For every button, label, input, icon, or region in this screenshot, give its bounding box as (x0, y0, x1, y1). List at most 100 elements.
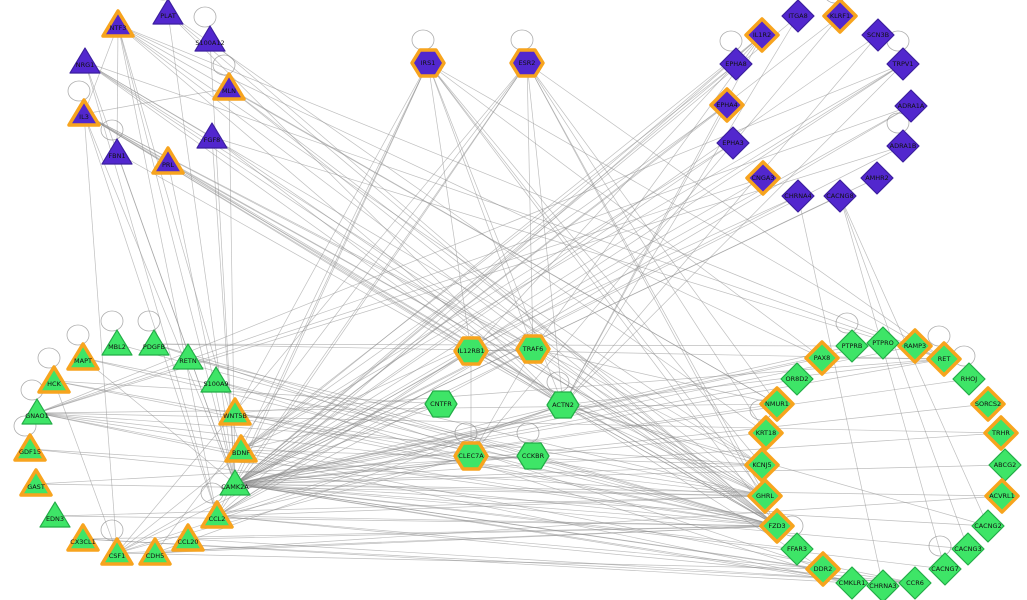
node-PTPRB[interactable] (835, 329, 869, 363)
self-loop-RET[interactable] (927, 325, 951, 347)
node-BDNF[interactable] (224, 434, 258, 463)
node-DDR2[interactable] (805, 551, 841, 587)
edge-CX3CL1-FZD3[interactable] (82, 525, 778, 540)
edge-MLN-FZD3[interactable] (228, 87, 778, 527)
edge-PRL-ACTN2[interactable] (167, 161, 564, 406)
edge-IL3-IL12RB1[interactable] (83, 113, 472, 352)
edge-NRG1-FGF8[interactable] (84, 61, 213, 138)
edge-CHRNA4-CHRNA3[interactable] (797, 195, 884, 587)
node-EDN3[interactable] (39, 501, 71, 528)
edge-CHRNA4-CAMK2A[interactable] (234, 195, 799, 485)
edge-IL1R2-IL12RB1[interactable] (470, 34, 763, 352)
edge-CNGA3-GNAO1[interactable] (36, 177, 764, 414)
edge-CAMK2A-ABCG2[interactable] (234, 464, 1006, 485)
self-loop-MLN[interactable] (212, 54, 236, 76)
node-MBL2[interactable] (101, 329, 133, 356)
node-CLEC7A[interactable] (453, 441, 489, 471)
node-ACVRL1[interactable] (984, 478, 1020, 514)
edge-WNT5B-FZD3[interactable] (234, 412, 778, 527)
node-WNT5B[interactable] (218, 397, 252, 426)
node-CCL2[interactable] (200, 500, 234, 529)
edge-EPHA4-CAMK2A[interactable] (234, 104, 728, 485)
node-CDH5[interactable] (138, 537, 172, 566)
edge-TRAF6-CCL2[interactable] (216, 348, 534, 517)
edge-TRAF6-NMUR1[interactable] (532, 348, 778, 405)
self-loop-CCKBR[interactable] (516, 422, 540, 444)
node-IL1R2[interactable] (744, 17, 780, 53)
self-loop-CACNG7[interactable] (928, 535, 952, 557)
edge-ACTN2-FZD3[interactable] (562, 404, 778, 527)
edge-IL3-CAMK2A[interactable] (83, 113, 236, 485)
edge-IL1R2-CAMK2A[interactable] (234, 34, 763, 485)
edge-FGF8-RET[interactable] (211, 136, 945, 360)
self-loop-ADRA1B[interactable] (886, 112, 910, 134)
edge-NTF3-RET[interactable] (117, 24, 945, 360)
edge-PDGFB-PTPRB[interactable] (153, 343, 853, 347)
edge-NRG1-GHRL[interactable] (84, 61, 766, 497)
edge-CAMK2A-CACNG7[interactable] (234, 483, 946, 570)
node-ACTN2[interactable] (546, 391, 580, 419)
node-IL3[interactable] (67, 98, 101, 127)
edge-MLN-GHRL[interactable] (228, 87, 766, 497)
edge-GNAO1-CCR6[interactable] (36, 412, 916, 584)
node-NTF3[interactable] (101, 9, 135, 38)
edge-ADRA1A-CAMK2A[interactable] (234, 105, 912, 485)
node-RETN[interactable] (172, 343, 204, 370)
edge-CAMK2A-RET[interactable] (234, 358, 945, 485)
edge-GAST-GHRL[interactable] (35, 483, 766, 497)
edge-SCN3B-ACTN2[interactable] (562, 34, 879, 406)
edge-NTF3-PAX8[interactable] (117, 24, 823, 359)
node-CACNG2[interactable] (971, 509, 1005, 543)
edge-S100A9-FZD3[interactable] (215, 380, 778, 527)
edge-CAMK2A-OR8D2[interactable] (234, 378, 798, 485)
node-NMUR1[interactable] (759, 386, 795, 422)
self-loop-HCK[interactable] (37, 347, 61, 369)
edge-CDH5-ACVRL1[interactable] (154, 495, 1003, 554)
edge-CCL20-FZD3[interactable] (187, 525, 778, 540)
edge-CNTFR-BDNF[interactable] (240, 403, 442, 451)
node-GAST[interactable] (19, 468, 53, 497)
self-loop-PDGFB[interactable] (137, 310, 161, 332)
edge-CNGA3-CAMK2A[interactable] (234, 177, 764, 485)
node-SCN3B[interactable] (861, 18, 895, 52)
node-CHRNA4[interactable] (781, 179, 815, 213)
edge-NTF3-CAMK2A[interactable] (117, 24, 236, 485)
node-ITGA8[interactable] (781, 0, 815, 33)
edge-IRS1-CAMK2A[interactable] (234, 62, 429, 485)
edge-EPHA3-BDNF[interactable] (240, 142, 734, 451)
edge-EDN3-FZD3[interactable] (54, 515, 778, 527)
node-CX3CL1[interactable] (66, 523, 100, 552)
edge-CAMK2A-SORCS2[interactable] (234, 403, 989, 485)
node-CNGA3[interactable] (745, 160, 781, 196)
node-CMKLR1[interactable] (835, 566, 869, 600)
edge-NRG1-CCL2[interactable] (84, 61, 218, 517)
edge-IRS1-GHRL[interactable] (427, 62, 766, 497)
edge-MAPT-GHRL[interactable] (82, 357, 766, 497)
self-loop-ESR2[interactable] (510, 29, 534, 51)
edge-ESR2-KRT18[interactable] (526, 62, 767, 434)
edge-ESR2-CSF1[interactable] (116, 62, 528, 554)
self-loop-CSF1[interactable] (100, 519, 124, 541)
node-KLRF1[interactable] (822, 0, 858, 34)
edge-TRPV1-ACTN2[interactable] (562, 63, 904, 406)
edge-EPHA8-BDNF[interactable] (240, 63, 737, 451)
node-CSF1[interactable] (100, 537, 134, 566)
edge-PLAT-KRT18[interactable] (167, 12, 767, 434)
node-SORCS2[interactable] (970, 386, 1006, 422)
node-RHOJ[interactable] (952, 362, 986, 396)
edge-FGF8-CAMK2A[interactable] (211, 136, 236, 485)
edge-CDH5-FZD3[interactable] (154, 525, 778, 554)
node-CACNG8[interactable] (823, 179, 857, 213)
node-KRT18[interactable] (748, 415, 784, 451)
edge-MAPT-CAMK2A[interactable] (82, 357, 236, 485)
edge-CHRNA4-BDNF[interactable] (240, 195, 799, 451)
edge-ESR2-TRAF6[interactable] (526, 62, 534, 350)
edge-CAMK2A-CCR6[interactable] (234, 483, 916, 584)
edge-CAMK2A-CACNG3[interactable] (234, 483, 969, 550)
node-NRG1[interactable] (69, 47, 101, 74)
self-loop-IL3[interactable] (67, 80, 91, 102)
edge-CSF1-DDR2[interactable] (116, 552, 824, 570)
node-EPHA8[interactable] (719, 47, 753, 81)
edge-NTF3-CCL2[interactable] (117, 24, 218, 517)
node-GDF15[interactable] (13, 433, 47, 462)
